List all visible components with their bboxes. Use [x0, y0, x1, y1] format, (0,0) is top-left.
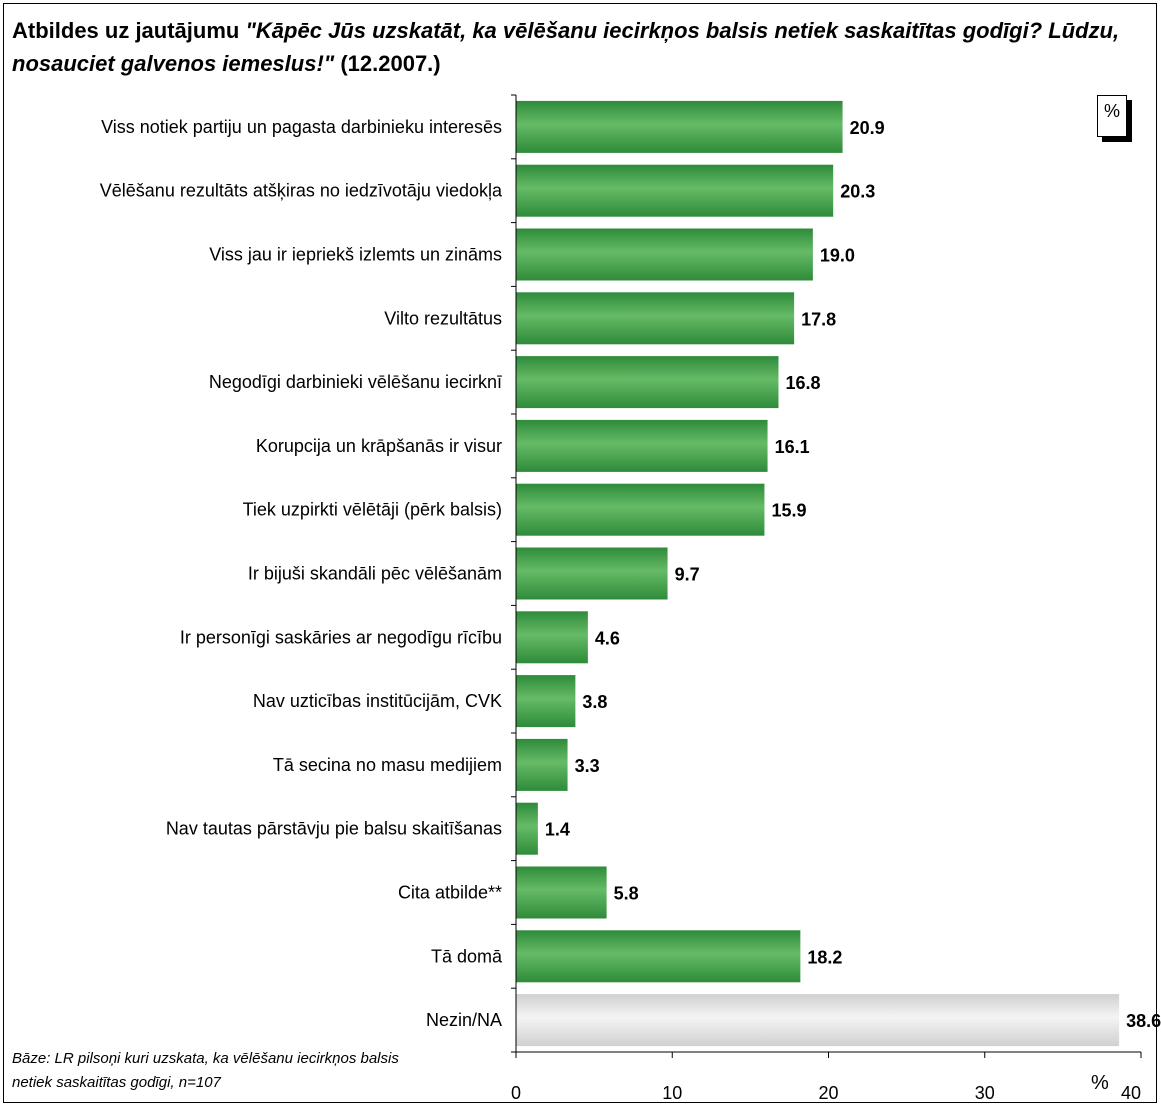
category-label-3: Viss jau ir iepriekš izlemts un zināms — [209, 245, 502, 265]
value-label-6: 16.1 — [775, 437, 810, 457]
chart-frame — [3, 3, 1157, 1103]
value-label-2: 20.3 — [840, 182, 875, 202]
bar-11 — [516, 738, 568, 791]
category-label-2: Vēlēšanu rezultāts atšķiras no iedzīvotā… — [100, 181, 503, 201]
bar-12 — [516, 802, 538, 855]
category-label-12: Nav tautas pārstāvju pie balsu skaitīšan… — [166, 819, 502, 839]
value-label-15: 38.6 — [1126, 1011, 1161, 1031]
axes-group: 0 10 20 30 40 — [511, 94, 1142, 1103]
value-label-9: 4.6 — [595, 628, 620, 648]
value-label-1: 20.9 — [850, 118, 885, 138]
category-label-5: Negodīgi darbinieki vēlēšanu iecirknī — [209, 372, 502, 392]
bar-15 — [516, 994, 1120, 1047]
x-tick-label-30: 30 — [975, 1083, 995, 1103]
bar-10 — [516, 675, 576, 728]
bar-3 — [516, 228, 813, 281]
x-tick-label-10: 10 — [662, 1083, 682, 1103]
bar-4 — [516, 292, 795, 345]
bar-14 — [516, 930, 801, 983]
value-label-11: 3.3 — [575, 756, 600, 776]
category-label-11: Tā secina no masu medijiem — [273, 755, 502, 775]
x-tick-label-0: 0 — [511, 1083, 521, 1103]
value-label-8: 9.7 — [675, 565, 700, 585]
value-label-13: 5.8 — [614, 884, 639, 904]
bars-group: Viss notiek partiju un pagasta darbiniek… — [100, 100, 1161, 1047]
value-label-12: 1.4 — [545, 820, 570, 840]
category-label-15: Nezin/NA — [426, 1010, 502, 1030]
category-label-8: Ir bijuši skandāli pēc vēlēšanām — [248, 564, 502, 584]
bar-5 — [516, 356, 779, 409]
chart-title: Atbildes uz jautājumu "Kāpēc Jūs uzskatā… — [12, 14, 1152, 80]
category-label-1: Viss notiek partiju un pagasta darbiniek… — [101, 117, 502, 137]
percent-badge: % — [1097, 95, 1127, 137]
category-label-9: Ir personīgi saskāries ar negodīgu rīcīb… — [180, 627, 502, 647]
bar-6 — [516, 419, 768, 472]
x-axis-unit: % — [1091, 1072, 1109, 1094]
category-label-7: Tiek uzpirkti vēlētāji (pērk balsis) — [243, 500, 502, 520]
category-label-6: Korupcija un krāpšanās ir visur — [256, 436, 502, 456]
category-label-4: Vilto rezultātus — [384, 308, 502, 328]
bar-1 — [516, 100, 843, 153]
category-label-13: Cita atbilde** — [398, 883, 502, 903]
category-label-14: Tā domā — [431, 946, 503, 966]
base-note: Bāze: LR pilsoņi kuri uzskata, ka vēlēša… — [12, 1050, 399, 1091]
bar-8 — [516, 547, 668, 600]
value-label-3: 19.0 — [820, 246, 855, 266]
title-date: (12.2007.) — [334, 51, 441, 76]
title-prefix: Atbildes uz jautājumu — [12, 18, 246, 43]
category-label-10: Nav uzticības institūcijām, CVK — [253, 691, 502, 711]
bar-13 — [516, 866, 607, 919]
value-label-7: 15.9 — [771, 501, 806, 521]
bar-9 — [516, 611, 588, 664]
bar-2 — [516, 164, 834, 217]
x-tick-label-20: 20 — [818, 1083, 838, 1103]
value-label-5: 16.8 — [786, 373, 821, 393]
x-tick-label-40: 40 — [1121, 1083, 1141, 1103]
value-label-14: 18.2 — [807, 947, 842, 967]
value-label-4: 17.8 — [801, 309, 836, 329]
title-question: "Kāpēc Jūs uzskatāt, ka vēlēšanu iecirkņ… — [12, 18, 1120, 76]
value-label-10: 3.8 — [582, 692, 607, 712]
bar-7 — [516, 483, 765, 536]
